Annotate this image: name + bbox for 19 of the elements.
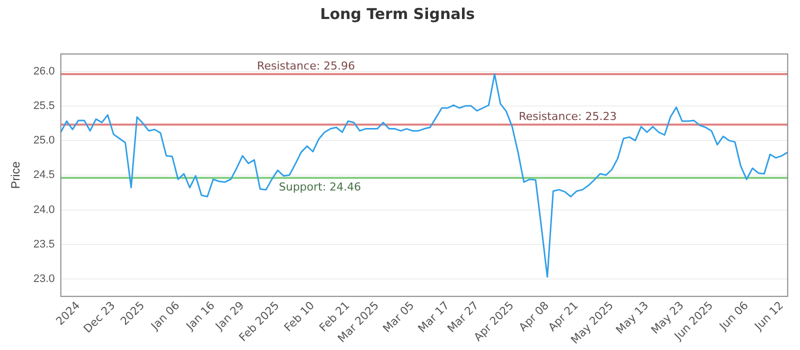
y-tick-label: 25.0 [33,134,55,147]
ref-line-label: Resistance: 25.96 [257,59,356,72]
y-tick-label: 24.0 [33,204,55,216]
y-axis-title: Price [8,161,23,189]
y-tick-label: 26.0 [33,65,55,78]
y-tick-label: 24.5 [33,169,55,182]
ref-line-label: Resistance: 25.23 [518,110,617,123]
x-tick-label: Jan 06 [148,298,182,334]
x-tick-label: Jun 12 [752,298,786,334]
y-tick-label: 23.0 [33,273,55,286]
x-tick-label: Mar 05 [380,298,417,336]
x-tick-label: Feb 10 [282,298,318,334]
x-tick-label: Jan 16 [183,298,218,334]
x-tick-label: Dec 23 [81,298,118,336]
y-tick-label: 25.5 [33,100,55,112]
ref-line-label: Support: 24.46 [278,180,362,194]
y-tick-label: 23.5 [33,238,55,250]
chart-title: Long Term Signals [320,4,475,23]
x-tick-label: Jun 06 [716,298,751,334]
